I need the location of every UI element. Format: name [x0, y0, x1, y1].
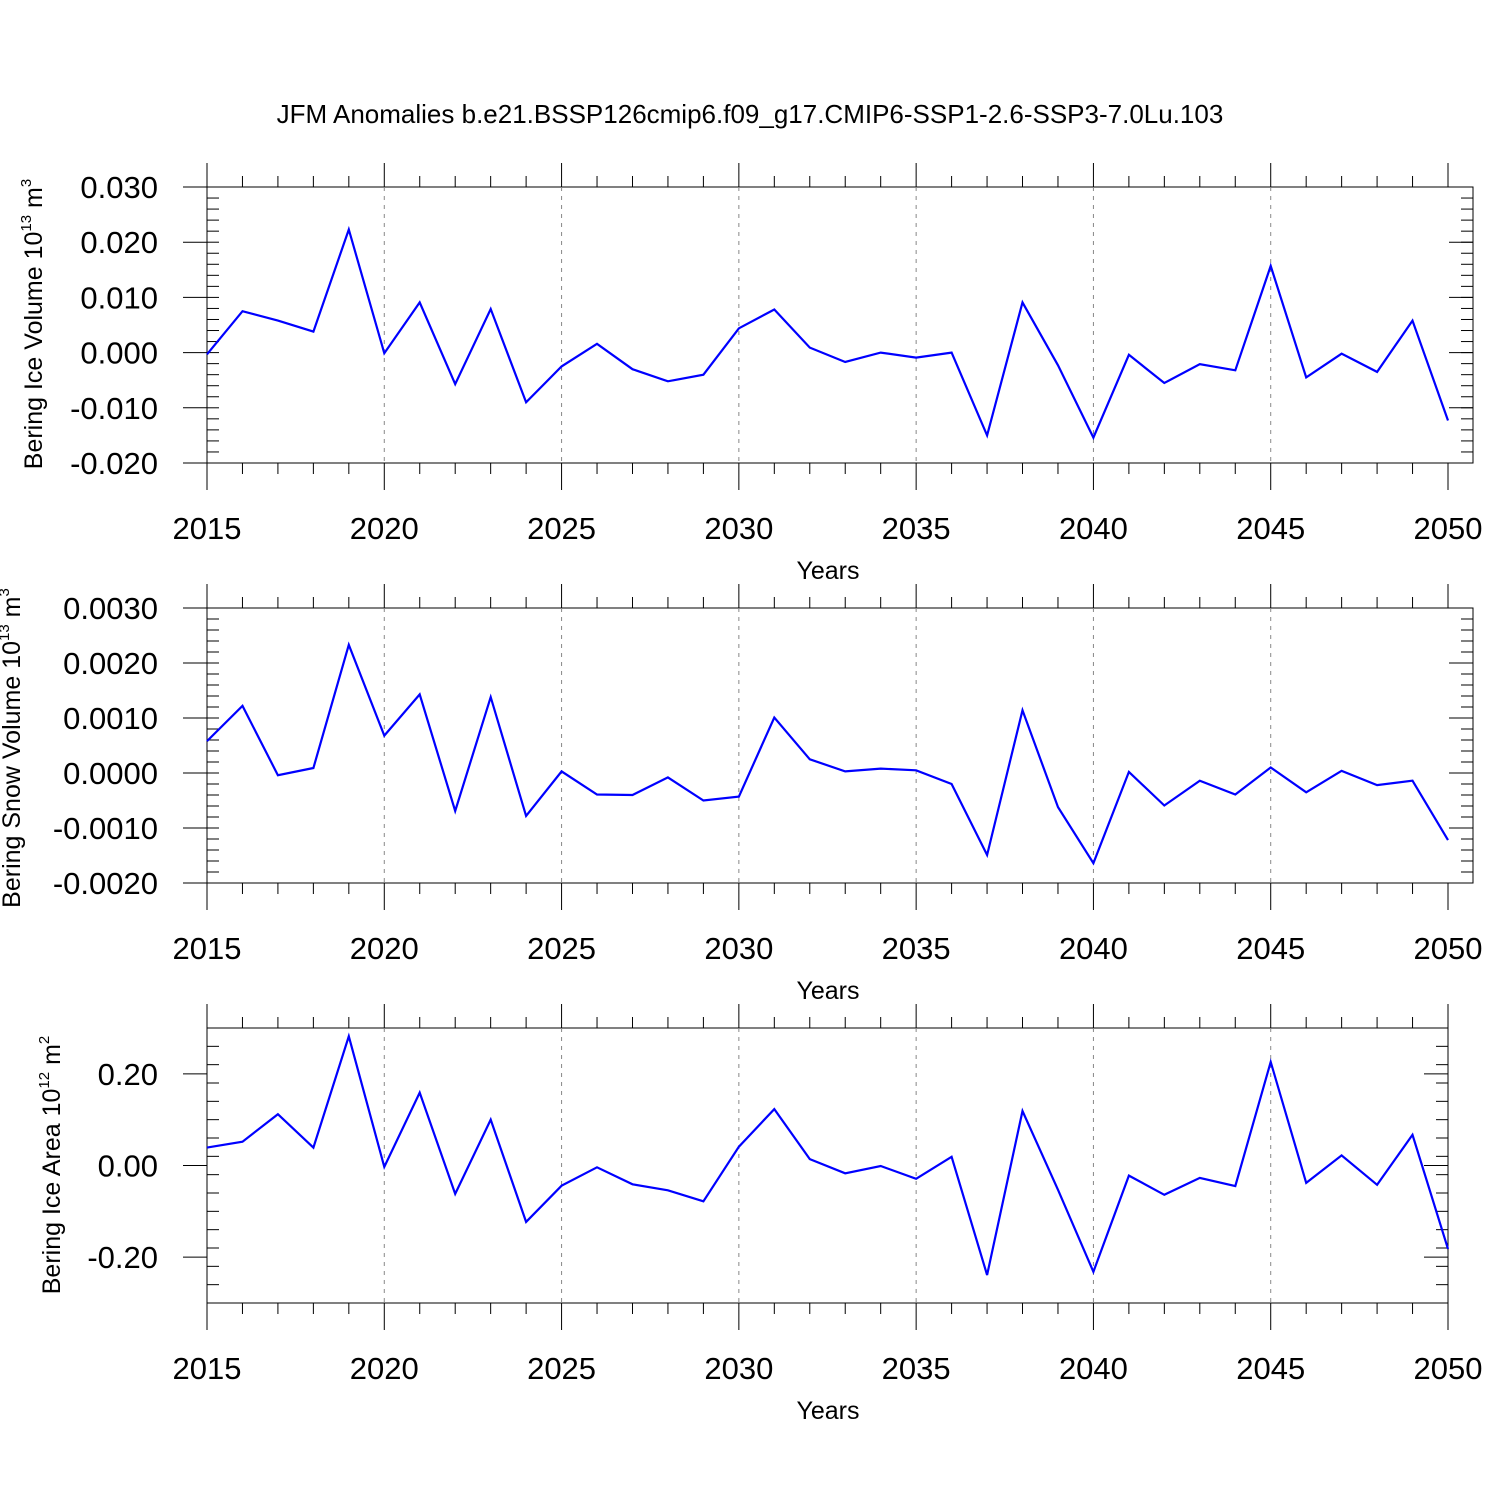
x-tick-label: 2045: [1236, 1351, 1305, 1386]
x-axis-title: Years: [796, 977, 859, 1005]
x-tick-label: 2040: [1059, 931, 1128, 966]
y-tick-label: 0.000: [80, 336, 158, 371]
y-tick-label: -0.010: [70, 391, 158, 426]
x-tick-label: 2020: [350, 931, 419, 966]
x-tick-label: 2020: [350, 511, 419, 546]
x-tick-label: 2045: [1236, 931, 1305, 966]
y-axis-title-text: Bering Ice Volume 10: [20, 232, 48, 470]
y-tick-label: 0.0000: [63, 756, 158, 791]
y-axis-title: Bering Ice Volume 1013 m3: [18, 179, 48, 469]
x-tick-label: 2025: [527, 931, 596, 966]
x-tick-label: 2030: [704, 511, 773, 546]
y-tick-label: -0.0020: [53, 866, 158, 901]
y-axis-title-unit: m: [20, 187, 48, 215]
x-tick-label: 2020: [350, 1351, 419, 1386]
y-tick-label: 0.010: [80, 280, 158, 315]
x-tick-label: 2015: [173, 931, 242, 966]
y-tick-label: 0.0020: [63, 646, 158, 681]
y-tick-label: 0.0010: [63, 701, 158, 736]
x-axis-title: Years: [796, 557, 859, 585]
x-tick-label: 2035: [882, 931, 951, 966]
series-line: [206, 1032, 1450, 1276]
y-tick-label: -0.20: [87, 1240, 158, 1275]
y-axis-title-unit-exponent: 3: [18, 179, 35, 187]
y-axis-title: Bering Snow Volume 1013 m3: [0, 588, 26, 908]
x-tick-label: 2045: [1236, 511, 1305, 546]
y-tick-label: 0.00: [98, 1149, 158, 1184]
x-tick-label: 2025: [527, 511, 596, 546]
x-axis-title: Years: [796, 1397, 859, 1425]
y-axis-title-exponent: 13: [0, 624, 13, 641]
x-tick-label: 2015: [173, 511, 242, 546]
y-tick-label: -0.020: [70, 446, 158, 481]
plot-frame: [206, 607, 1474, 884]
panel-3: 0.20 0.00 -0.20 2015 2020 2025 2030 2035 2040 204…: [36, 1004, 1482, 1425]
x-tick-label: 2035: [882, 511, 951, 546]
figure-title: JFM Anomalies b.e21.BSSP126cmip6.f09_g17…: [277, 99, 1224, 129]
x-tick-label: 2050: [1414, 511, 1483, 546]
y-axis-title-unit-exponent: 3: [0, 588, 13, 596]
x-tick-label: 2025: [527, 1351, 596, 1386]
series-line: [206, 225, 1450, 441]
y-axis-title-unit: m: [0, 597, 26, 625]
y-axis-title: Bering Ice Area 1012 m2: [36, 1036, 66, 1295]
x-tick-label: 2050: [1414, 1351, 1483, 1386]
y-tick-label: 0.030: [80, 170, 158, 205]
x-tick-label: 2040: [1059, 1351, 1128, 1386]
series-line: [206, 641, 1449, 866]
panel-2: 0.0030 0.0020 0.0010 0.0000 -0.0010 -0.0020 20…: [0, 584, 1482, 1005]
y-axis-title-exponent: 12: [36, 1072, 53, 1089]
y-tick-label: 0.020: [80, 225, 158, 260]
y-tick-label: 0.0030: [63, 591, 158, 626]
x-tick-label: 2040: [1059, 511, 1128, 546]
y-tick-label: 0.20: [98, 1057, 158, 1092]
x-tick-label: 2030: [704, 931, 773, 966]
y-axis-title-exponent: 13: [18, 215, 35, 232]
y-tick-label: -0.0010: [53, 811, 158, 846]
y-axis-title-unit: m: [38, 1044, 66, 1072]
panel-1: 0.030 0.020 0.010 0.000 -0.010 -0.020 2015 2020…: [18, 163, 1482, 585]
y-axis-title-text: Bering Snow Volume 10: [0, 641, 26, 908]
y-axis-title-text: Bering Ice Area 10: [38, 1089, 66, 1295]
x-tick-label: 2030: [704, 1351, 773, 1386]
x-tick-label: 2050: [1414, 931, 1483, 966]
plot-frame: [206, 186, 1474, 464]
x-tick-label: 2015: [173, 1351, 242, 1386]
y-axis-title-unit-exponent: 2: [36, 1036, 53, 1044]
x-tick-label: 2035: [882, 1351, 951, 1386]
